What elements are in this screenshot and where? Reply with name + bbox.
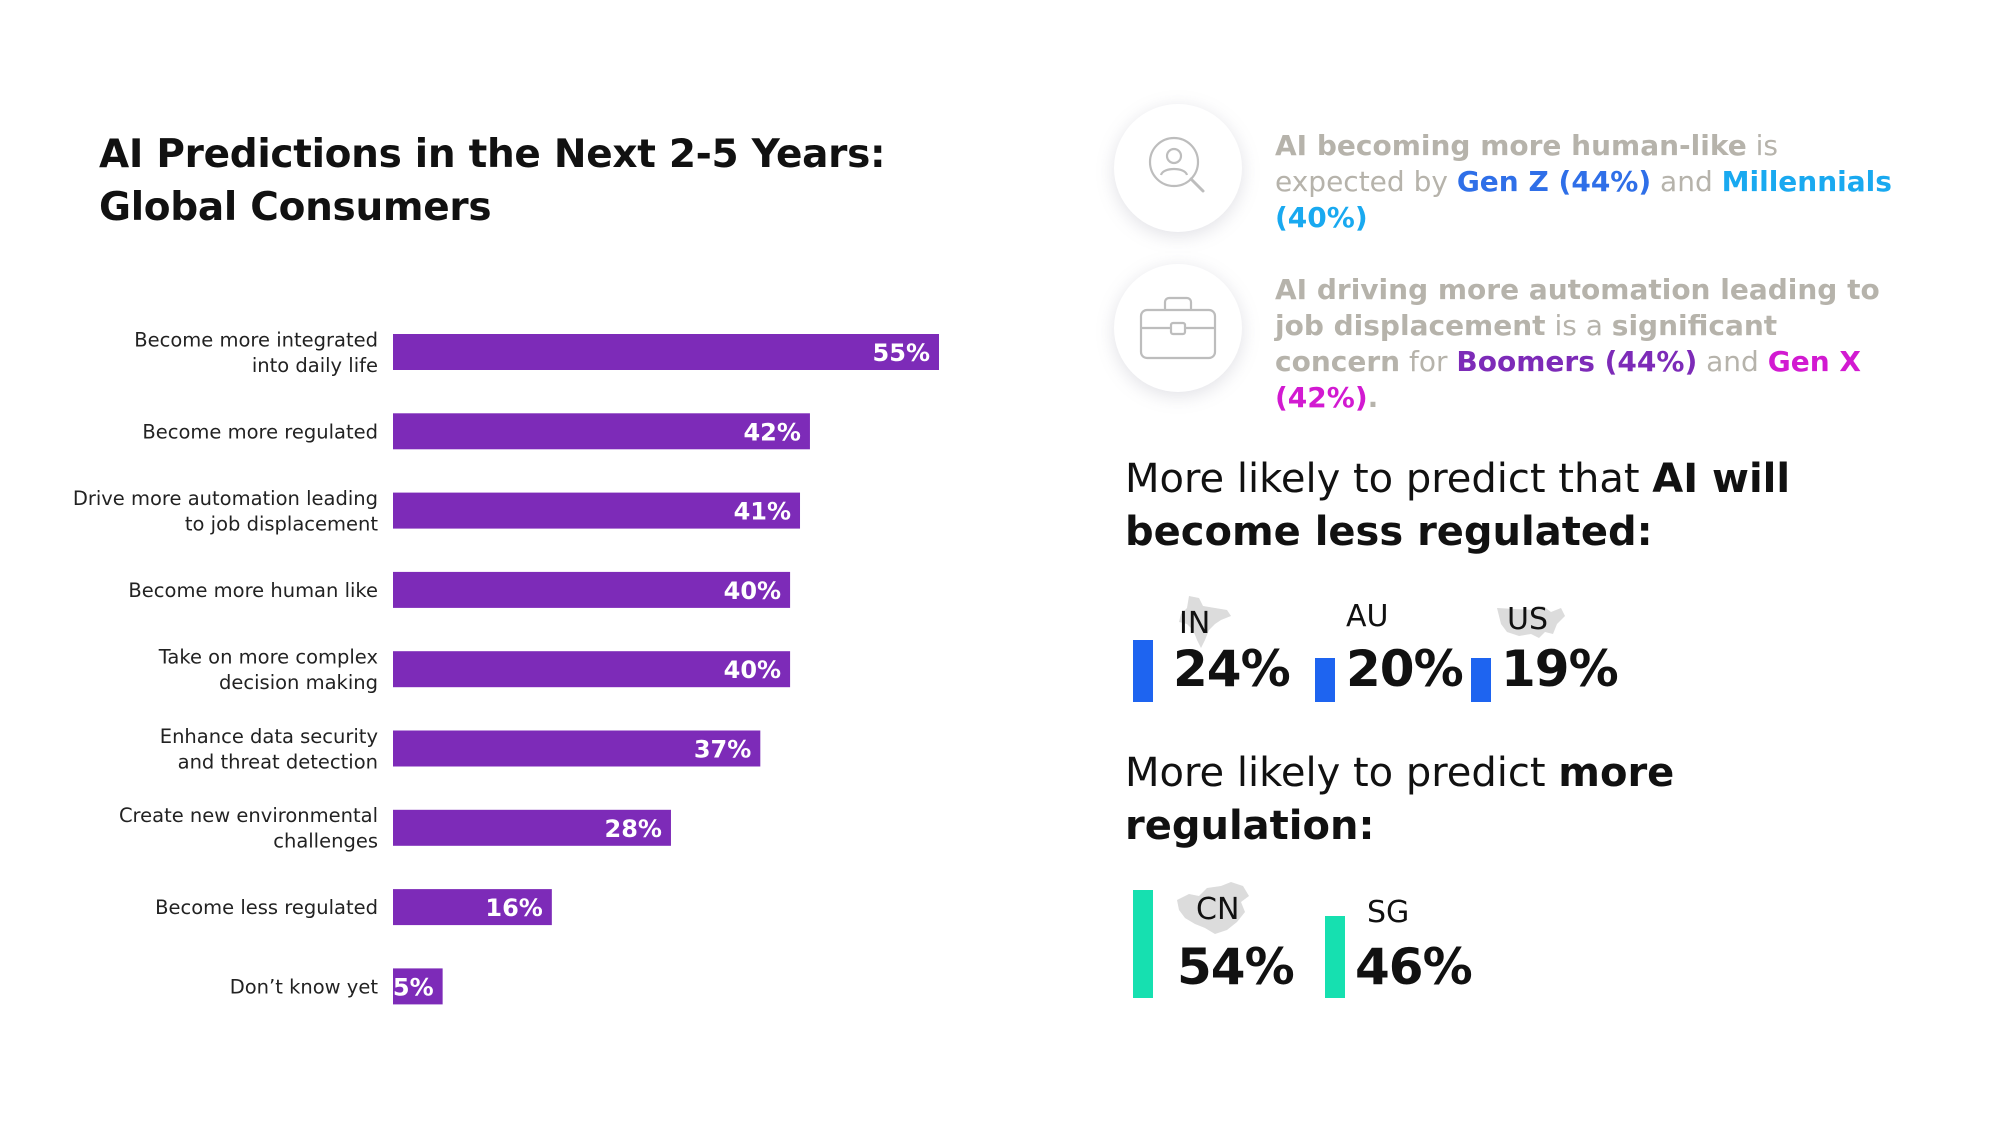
bar-6 bbox=[393, 809, 671, 846]
usa-map-icon bbox=[1497, 606, 1565, 638]
insight-0-part-3: and bbox=[1651, 165, 1722, 198]
bar-value-label-0: 55% bbox=[873, 339, 930, 367]
bar-2 bbox=[393, 492, 801, 529]
bar-value-label-4: 40% bbox=[724, 656, 781, 684]
insight-0-part-1: is expected by bbox=[1275, 129, 1778, 198]
insight-1-part-3: for bbox=[1400, 345, 1457, 378]
marker-au bbox=[1315, 658, 1335, 702]
category-label-1: Become more regulated bbox=[142, 420, 378, 443]
insight-1-part-2: significant concern bbox=[1275, 309, 1778, 378]
insight-0-part-4: Millennials (40%) bbox=[1275, 165, 1892, 234]
bar-1 bbox=[393, 413, 810, 450]
bar-value-label-8: 5% bbox=[393, 973, 434, 1001]
bar-value-label-6: 28% bbox=[605, 815, 662, 843]
country-code-in: IN bbox=[1179, 606, 1211, 641]
bar-4 bbox=[393, 651, 791, 688]
more-regulation-heading-bold-1: more bbox=[1558, 750, 1675, 796]
bar-5 bbox=[393, 730, 761, 767]
marker-us bbox=[1471, 658, 1491, 702]
insight-0-part-0: AI becoming more human-like bbox=[1275, 129, 1747, 162]
more-regulation-heading: More likely to predict more regulation: bbox=[1125, 747, 1674, 853]
percent-au: 20% bbox=[1346, 640, 1464, 698]
chart-title-line1: AI Predictions in the Next 2-5 Years: bbox=[99, 132, 886, 177]
category-label-6: Create new environmental challenges bbox=[119, 804, 378, 853]
percent-in: 24% bbox=[1173, 640, 1291, 698]
insight-human-like: AI becoming more human-like is expected … bbox=[1275, 128, 1895, 236]
percent-cn: 54% bbox=[1177, 938, 1295, 996]
briefcase-icon bbox=[1139, 296, 1217, 360]
category-label-3: Become more human like bbox=[128, 579, 378, 602]
bar-8 bbox=[393, 968, 443, 1005]
insight-1-part-4: Boomers (44%) bbox=[1456, 345, 1698, 378]
bar-0 bbox=[393, 334, 939, 370]
bar-3 bbox=[393, 571, 791, 608]
insight-0-part-2: Gen Z (44%) bbox=[1456, 165, 1652, 198]
insight-1-part-0: AI driving more automation leading to jo… bbox=[1275, 273, 1880, 342]
less-regulated-heading-bold-1: AI will bbox=[1652, 456, 1791, 502]
category-label-0: Become more integrated into daily life bbox=[134, 328, 378, 377]
more-regulation-heading-bold-2: regulation: bbox=[1125, 803, 1375, 849]
country-code-au: AU bbox=[1346, 599, 1389, 634]
bar-value-label-5: 37% bbox=[694, 736, 751, 764]
insight-1-part-5: and bbox=[1697, 345, 1768, 378]
india-map-icon bbox=[1179, 596, 1231, 648]
chart-title: AI Predictions in the Next 2-5 Years: Gl… bbox=[99, 128, 886, 234]
more-regulation-heading-normal: More likely to predict bbox=[1125, 750, 1559, 796]
category-label-5: Enhance data security and threat detectio… bbox=[160, 725, 378, 774]
marker-in bbox=[1133, 640, 1153, 702]
insight-1-part-6: Gen X (42%) bbox=[1275, 345, 1861, 414]
chart-title-line2: Global Consumers bbox=[99, 185, 492, 230]
category-label-8: Don’t know yet bbox=[230, 975, 379, 998]
person-search-icon bbox=[1148, 136, 1205, 193]
bar-value-label-3: 40% bbox=[724, 577, 781, 605]
bar-value-label-2: 41% bbox=[734, 498, 791, 526]
bar-7 bbox=[393, 889, 552, 926]
category-label-7: Become less regulated bbox=[155, 896, 378, 919]
insight-icon-circle-2 bbox=[1114, 264, 1242, 392]
percent-sg: 46% bbox=[1355, 938, 1473, 996]
bar-chart: 55% Become more integrated into daily life… bbox=[73, 328, 939, 1005]
insight-1-part-1: is a bbox=[1545, 309, 1612, 342]
percent-us: 19% bbox=[1501, 640, 1619, 698]
bar-value-label-7: 16% bbox=[485, 894, 542, 922]
category-label-2: Drive more automation leading to job disp… bbox=[73, 487, 379, 535]
insight-icon-circle-1 bbox=[1114, 104, 1242, 232]
insight-job-displacement: AI driving more automation leading to jo… bbox=[1275, 272, 1895, 416]
less-regulated-heading: More likely to predict that AI will beco… bbox=[1125, 453, 1790, 559]
less-regulated-heading-bold-2: become less regulated: bbox=[1125, 509, 1653, 555]
china-map-icon bbox=[1177, 882, 1249, 934]
bar-value-label-1: 42% bbox=[743, 418, 800, 446]
category-label-4: Take on more complex decision making bbox=[158, 645, 378, 694]
less-regulated-heading-normal: More likely to predict that bbox=[1125, 456, 1653, 502]
marker-sg bbox=[1325, 916, 1345, 998]
insight-1-part-7: . bbox=[1367, 381, 1379, 414]
country-code-us: US bbox=[1507, 602, 1549, 637]
country-code-sg: SG bbox=[1367, 895, 1410, 930]
country-code-cn: CN bbox=[1196, 892, 1240, 927]
marker-cn bbox=[1133, 890, 1153, 998]
